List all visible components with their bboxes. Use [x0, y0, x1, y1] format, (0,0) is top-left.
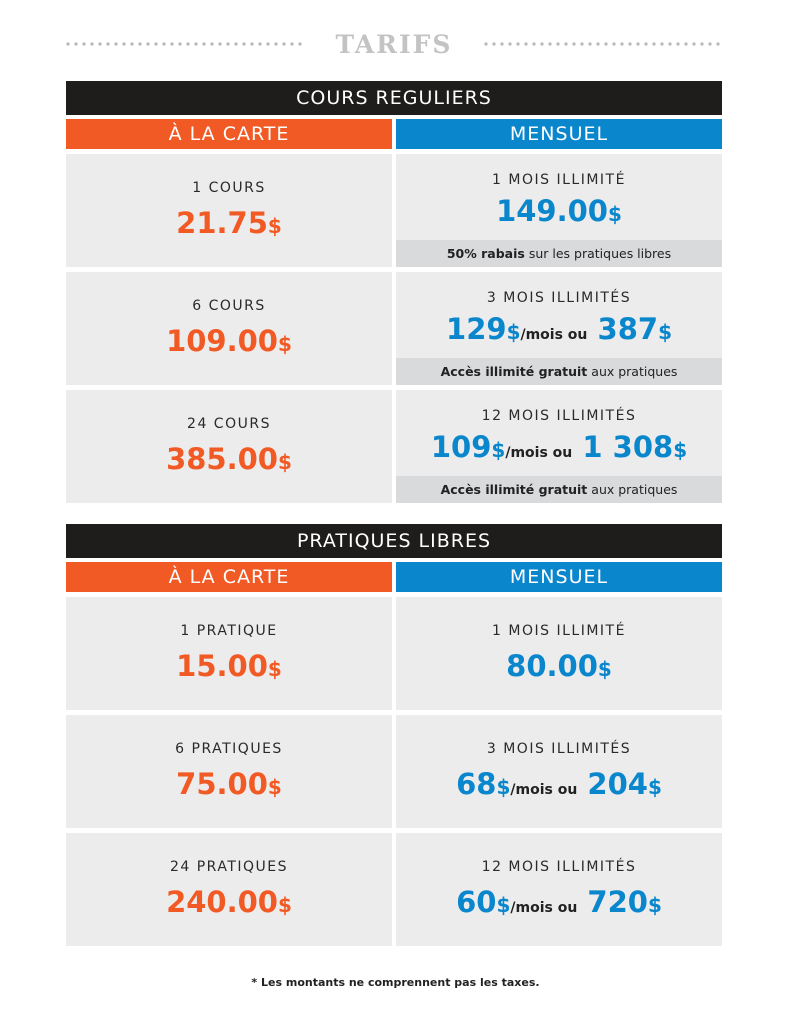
- price-row: 24 PRATIQUES 240.00$ 12 MOIS ILLIMITÉS 6…: [66, 833, 722, 946]
- price-cell-mensuel: 3 MOIS ILLIMITÉS 68$/mois ou 204$: [396, 715, 722, 828]
- offer-label: 24 COURS: [187, 416, 271, 432]
- offer-label: 12 MOIS ILLIMITÉS: [481, 408, 637, 424]
- offer-label: 1 PRATIQUE: [180, 623, 278, 639]
- section-heading: PRATIQUES LIBRES: [66, 524, 722, 558]
- price-row: 1 PRATIQUE 15.00$ 1 MOIS ILLIMITÉ 80.00$: [66, 597, 722, 710]
- offer-price: 15.00$: [176, 649, 282, 683]
- section-pratiques-libres: PRATIQUES LIBRES À LA CARTE MENSUEL 1 PR…: [66, 524, 722, 946]
- offer-price: 109.00$: [166, 324, 292, 358]
- offer-price: 21.75$: [176, 206, 282, 240]
- price-row: 24 COURS 385.00$ 12 MOIS ILLIMITÉS 109$/…: [66, 390, 722, 503]
- section-heading: COURS REGULIERS: [66, 81, 722, 115]
- section-cours-reguliers: COURS REGULIERS À LA CARTE MENSUEL 1 COU…: [66, 81, 722, 503]
- offer-label: 1 COURS: [192, 180, 266, 196]
- offer-label: 6 COURS: [192, 298, 266, 314]
- price-cell-a-la-carte: 24 COURS 385.00$: [66, 390, 392, 503]
- page-title: TARIFS: [335, 29, 453, 59]
- price-cell-a-la-carte: 24 PRATIQUES 240.00$: [66, 833, 392, 946]
- offer-price: 240.00$: [166, 885, 292, 919]
- dotted-rule-left: [64, 42, 306, 46]
- offer-benefit-band: 50% rabais sur les pratiques libres: [396, 240, 722, 267]
- price-row: 6 PRATIQUES 75.00$ 3 MOIS ILLIMITÉS 68$/…: [66, 715, 722, 828]
- offer-benefit-band: Accès illimité gratuit aux pratiques: [396, 358, 722, 385]
- column-header-a-la-carte: À LA CARTE: [66, 119, 392, 149]
- price-row: 6 COURS 109.00$ 3 MOIS ILLIMITÉS 129$/mo…: [66, 272, 722, 385]
- offer-label: 3 MOIS ILLIMITÉS: [486, 290, 632, 306]
- tax-footnote: * Les montants ne comprennent pas les ta…: [251, 976, 540, 989]
- offer-price: 68$/mois ou 204$: [456, 767, 662, 801]
- column-header-a-la-carte: À LA CARTE: [66, 562, 392, 592]
- dotted-rule-right: [481, 42, 724, 46]
- price-cell-mensuel: 12 MOIS ILLIMITÉS 60$/mois ou 720$: [396, 833, 722, 946]
- offer-price: 80.00$: [506, 649, 612, 683]
- column-headers: À LA CARTE MENSUEL: [66, 562, 722, 592]
- offer-benefit-band: Accès illimité gratuit aux pratiques: [396, 476, 722, 503]
- title-bar: TARIFS: [64, 28, 724, 60]
- price-cell-mensuel: 1 MOIS ILLIMITÉ 149.00$ 50% rabais sur le…: [396, 154, 722, 267]
- offer-price: 129$/mois ou 387$: [446, 312, 672, 346]
- offer-label: 1 MOIS ILLIMITÉ: [492, 172, 626, 188]
- offer-price: 60$/mois ou 720$: [456, 885, 662, 919]
- price-cell-mensuel: 3 MOIS ILLIMITÉS 129$/mois ou 387$ Accès…: [396, 272, 722, 385]
- column-headers: À LA CARTE MENSUEL: [66, 119, 722, 149]
- price-cell-a-la-carte: 1 PRATIQUE 15.00$: [66, 597, 392, 710]
- price-row: 1 COURS 21.75$ 1 MOIS ILLIMITÉ 149.00$ 5…: [66, 154, 722, 267]
- offer-price: 385.00$: [166, 442, 292, 476]
- offer-label: 3 MOIS ILLIMITÉS: [486, 741, 632, 757]
- price-cell-a-la-carte: 1 COURS 21.75$: [66, 154, 392, 267]
- offer-label: 1 MOIS ILLIMITÉ: [492, 623, 626, 639]
- offer-label: 24 PRATIQUES: [169, 859, 289, 875]
- column-header-mensuel: MENSUEL: [396, 562, 722, 592]
- column-header-mensuel: MENSUEL: [396, 119, 722, 149]
- price-cell-a-la-carte: 6 COURS 109.00$: [66, 272, 392, 385]
- offer-price: 75.00$: [176, 767, 282, 801]
- offer-price: 149.00$: [496, 194, 622, 228]
- price-cell-mensuel: 1 MOIS ILLIMITÉ 80.00$: [396, 597, 722, 710]
- offer-price: 109$/mois ou 1 308$: [430, 430, 688, 464]
- offer-label: 6 PRATIQUES: [175, 741, 283, 757]
- price-cell-mensuel: 12 MOIS ILLIMITÉS 109$/mois ou 1 308$ Ac…: [396, 390, 722, 503]
- offer-label: 12 MOIS ILLIMITÉS: [481, 859, 637, 875]
- price-cell-a-la-carte: 6 PRATIQUES 75.00$: [66, 715, 392, 828]
